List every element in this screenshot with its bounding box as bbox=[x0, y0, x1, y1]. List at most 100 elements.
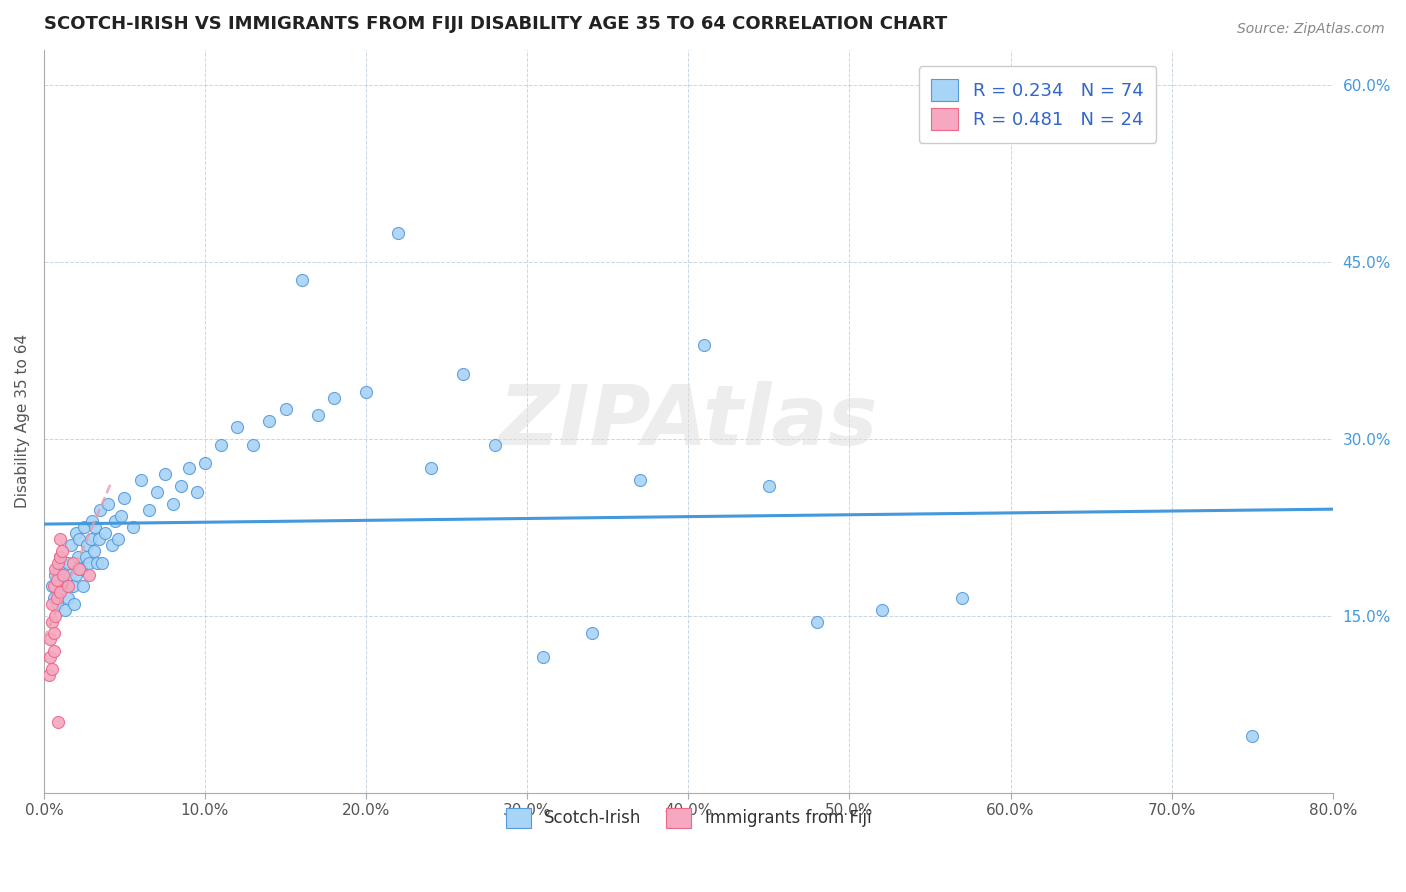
Point bbox=[90, 556, 112, 570]
Point bbox=[66, 549, 89, 564]
Point bbox=[49, 585, 72, 599]
Point bbox=[59, 567, 82, 582]
Point bbox=[484, 438, 506, 452]
Point bbox=[53, 603, 76, 617]
Point bbox=[387, 226, 409, 240]
Point bbox=[89, 502, 111, 516]
Point bbox=[291, 273, 314, 287]
Point bbox=[75, 549, 97, 564]
Point bbox=[65, 526, 87, 541]
Point bbox=[806, 615, 828, 629]
Point bbox=[77, 556, 100, 570]
Point bbox=[194, 456, 217, 470]
Point bbox=[44, 567, 66, 582]
Text: SCOTCH-IRISH VS IMMIGRANTS FROM FIJI DISABILITY AGE 35 TO 64 CORRELATION CHART: SCOTCH-IRISH VS IMMIGRANTS FROM FIJI DIS… bbox=[44, 15, 948, 33]
Point bbox=[39, 650, 62, 665]
Point bbox=[100, 538, 122, 552]
Point bbox=[65, 567, 87, 582]
Point bbox=[104, 515, 127, 529]
Y-axis label: Disability Age 35 to 64: Disability Age 35 to 64 bbox=[15, 334, 30, 508]
Point bbox=[55, 579, 77, 593]
Point bbox=[950, 591, 973, 606]
Point bbox=[274, 402, 297, 417]
Point bbox=[322, 391, 344, 405]
Point bbox=[49, 532, 72, 546]
Point bbox=[758, 479, 780, 493]
Point bbox=[39, 632, 62, 647]
Point bbox=[77, 567, 100, 582]
Point bbox=[51, 556, 73, 570]
Point bbox=[62, 556, 84, 570]
Point bbox=[41, 662, 63, 676]
Point bbox=[49, 549, 72, 564]
Point bbox=[107, 532, 129, 546]
Point bbox=[56, 579, 79, 593]
Point bbox=[186, 485, 208, 500]
Point bbox=[42, 579, 65, 593]
Point bbox=[42, 626, 65, 640]
Point bbox=[44, 608, 66, 623]
Point bbox=[83, 544, 105, 558]
Point bbox=[145, 485, 167, 500]
Point bbox=[170, 479, 193, 493]
Point bbox=[354, 384, 377, 399]
Point bbox=[581, 626, 603, 640]
Point bbox=[138, 502, 160, 516]
Point bbox=[177, 461, 200, 475]
Point bbox=[62, 579, 84, 593]
Point bbox=[38, 667, 60, 681]
Point bbox=[1241, 729, 1264, 743]
Point bbox=[153, 467, 176, 482]
Point bbox=[70, 561, 93, 575]
Point bbox=[870, 603, 893, 617]
Point bbox=[242, 438, 264, 452]
Point bbox=[451, 367, 474, 381]
Point bbox=[693, 337, 716, 351]
Point bbox=[67, 561, 90, 575]
Point bbox=[73, 520, 96, 534]
Point bbox=[52, 574, 75, 588]
Point bbox=[628, 473, 651, 487]
Point bbox=[42, 644, 65, 658]
Point bbox=[87, 532, 110, 546]
Point bbox=[48, 714, 70, 729]
Point bbox=[60, 538, 83, 552]
Point bbox=[226, 420, 249, 434]
Point bbox=[51, 544, 73, 558]
Point bbox=[48, 561, 70, 575]
Point bbox=[110, 508, 132, 523]
Point bbox=[79, 532, 101, 546]
Point bbox=[52, 567, 75, 582]
Point bbox=[82, 515, 104, 529]
Point bbox=[259, 414, 281, 428]
Point bbox=[419, 461, 441, 475]
Point bbox=[41, 597, 63, 611]
Text: Source: ZipAtlas.com: Source: ZipAtlas.com bbox=[1237, 22, 1385, 37]
Point bbox=[49, 585, 72, 599]
Point bbox=[44, 561, 66, 575]
Point bbox=[97, 497, 120, 511]
Point bbox=[72, 579, 94, 593]
Point bbox=[45, 597, 67, 611]
Point bbox=[162, 497, 184, 511]
Point bbox=[94, 526, 117, 541]
Point bbox=[41, 615, 63, 629]
Point bbox=[67, 532, 90, 546]
Point bbox=[84, 520, 107, 534]
Point bbox=[209, 438, 232, 452]
Point bbox=[42, 591, 65, 606]
Point bbox=[86, 556, 108, 570]
Point bbox=[48, 556, 70, 570]
Point bbox=[56, 591, 79, 606]
Point bbox=[56, 556, 79, 570]
Point bbox=[76, 538, 98, 552]
Point bbox=[121, 520, 143, 534]
Point bbox=[45, 574, 67, 588]
Point bbox=[41, 579, 63, 593]
Point bbox=[114, 491, 136, 505]
Point bbox=[45, 591, 67, 606]
Text: ZIPAtlas: ZIPAtlas bbox=[499, 381, 877, 462]
Point bbox=[307, 409, 329, 423]
Point bbox=[49, 549, 72, 564]
Point bbox=[63, 597, 86, 611]
